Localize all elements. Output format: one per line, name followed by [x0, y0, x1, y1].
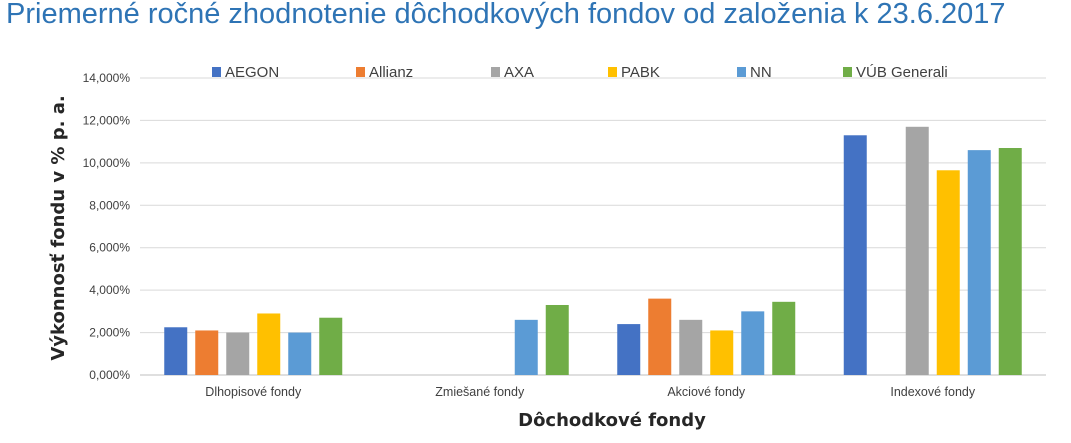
bar — [319, 317, 343, 375]
bar — [514, 319, 538, 375]
legend-label: VÚB Generali — [856, 64, 948, 81]
category-label-layer: Dlhopisové fondy Zmiešané fondy Akciové fo… — [205, 385, 976, 399]
tick-layer: 0,000% 2,000% 4,000% 6,000% 8,000% 10,000% 12,… — [83, 71, 131, 382]
bar-layer — [164, 126, 1022, 376]
legend-label: Allianz — [369, 64, 413, 81]
legend-label: AEGON — [225, 64, 279, 81]
bar — [617, 324, 641, 375]
legend-swatch — [212, 67, 221, 77]
chart-title: Priemerné ročné zhodnotenie dôchodkových… — [6, 0, 1006, 30]
bar — [772, 301, 796, 375]
legend-swatch — [737, 67, 746, 77]
y-tick-label: 6,000% — [89, 241, 130, 255]
bar — [936, 170, 960, 375]
bar — [710, 330, 734, 375]
bar — [257, 313, 281, 375]
bar — [226, 332, 250, 375]
bar — [545, 304, 569, 375]
legend-label: PABK — [621, 64, 660, 81]
bar — [679, 319, 703, 375]
y-tick-label: 12,000% — [83, 113, 131, 127]
y-tick-label: 10,000% — [83, 156, 131, 170]
bar — [195, 330, 219, 375]
bar — [843, 135, 867, 375]
legend-swatch — [843, 67, 852, 77]
bar — [288, 332, 312, 375]
y-tick-label: 2,000% — [89, 326, 130, 340]
legend-swatch — [356, 67, 365, 77]
y-tick-label: 14,000% — [83, 71, 131, 85]
legend-label: NN — [750, 64, 772, 81]
x-axis-title: Dôchodkové fondy — [518, 410, 706, 431]
bar — [967, 150, 991, 375]
legend: AEGON Allianz AXA PABK NN VÚB Generali — [212, 64, 948, 81]
bar — [741, 311, 765, 375]
category-label: Zmiešané fondy — [435, 385, 525, 399]
bar — [905, 126, 929, 376]
y-axis-title: Výkonnosť fondu v % p. a. — [48, 95, 69, 360]
y-tick-label: 4,000% — [89, 283, 130, 297]
legend-label: AXA — [504, 64, 534, 81]
y-tick-label: 8,000% — [89, 198, 130, 212]
category-label: Indexové fondy — [890, 385, 976, 399]
legend-swatch — [608, 67, 617, 77]
category-label: Akciové fondy — [667, 385, 746, 399]
bar — [998, 148, 1022, 375]
bar — [648, 298, 672, 375]
bar — [164, 327, 188, 375]
y-tick-label: 0,000% — [89, 368, 130, 382]
category-label: Dlhopisové fondy — [205, 385, 302, 399]
legend-swatch — [491, 67, 500, 77]
